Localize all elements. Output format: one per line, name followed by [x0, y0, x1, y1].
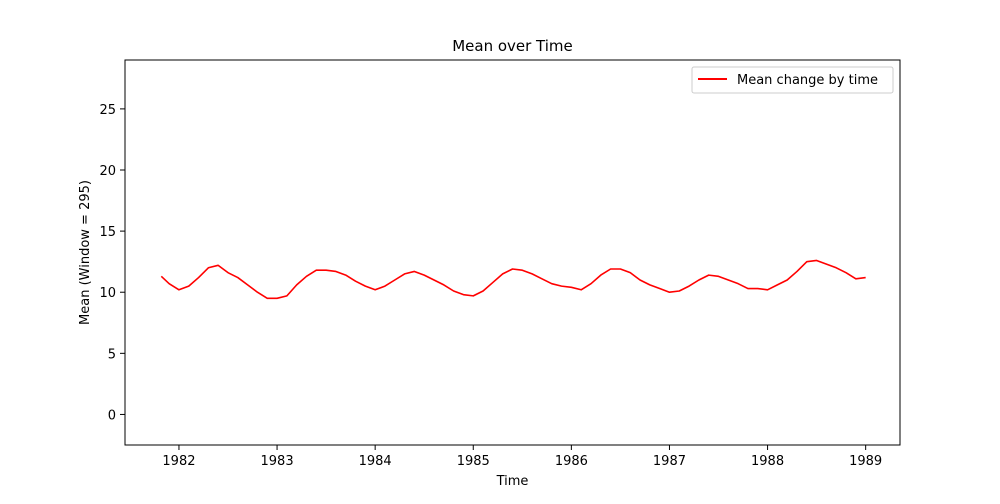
legend-label: Mean change by time [737, 73, 878, 88]
series-line-mean-change-by-time [160, 259, 866, 300]
x-tick-label: 1989 [849, 454, 882, 469]
legend: Mean change by time [691, 66, 894, 94]
legend-box [691, 66, 894, 94]
x-tick-label: 1988 [751, 454, 784, 469]
y-axis-label: Mean (Window = 295) [78, 180, 93, 325]
chart-title: Mean over Time [452, 37, 573, 55]
y-tick-label: 15 [99, 225, 116, 240]
y-tick-label: 25 [99, 103, 116, 118]
y-axis: 0 5 10 15 20 25 [99, 103, 125, 423]
x-axis: 1982 1983 1984 1985 1986 1987 1988 1989 [162, 445, 882, 469]
x-tick-label: 1982 [162, 454, 195, 469]
x-tick-label: 1987 [653, 454, 686, 469]
y-tick-label: 10 [99, 286, 116, 301]
plot-frame [124, 59, 901, 446]
x-tick-label: 1983 [261, 454, 294, 469]
x-tick-label: 1985 [457, 454, 490, 469]
x-tick-label: 1986 [555, 454, 588, 469]
x-axis-label: Time [496, 474, 529, 489]
y-tick-label: 20 [99, 164, 116, 179]
x-tick-label: 1984 [359, 454, 392, 469]
y-tick-label: 5 [108, 347, 116, 362]
y-tick-label: 0 [108, 408, 116, 423]
plot-area: 1982 1983 1984 1985 1986 1987 1988 1989 0 5 10 15 2… [99, 59, 901, 469]
